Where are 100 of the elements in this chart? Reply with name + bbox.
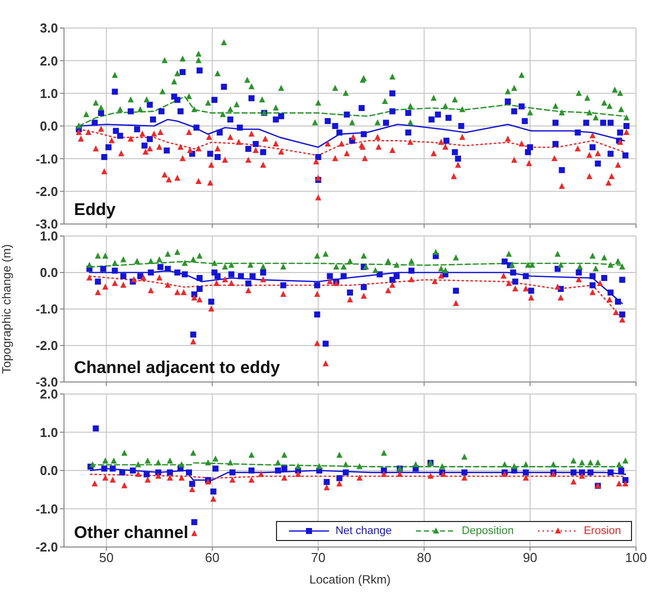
point — [144, 476, 151, 483]
point — [522, 469, 529, 476]
point — [281, 466, 288, 472]
point — [135, 470, 142, 477]
point — [360, 252, 367, 259]
point — [438, 272, 444, 279]
point — [570, 457, 577, 464]
point — [590, 273, 596, 280]
x-tick-label: 90 — [522, 550, 538, 566]
point — [212, 456, 218, 462]
point — [608, 469, 614, 476]
point — [619, 264, 626, 270]
point — [229, 469, 236, 476]
point — [336, 475, 342, 482]
point — [135, 461, 142, 468]
point — [452, 288, 459, 294]
point — [166, 469, 173, 476]
point — [506, 280, 512, 286]
point — [622, 457, 628, 464]
point — [90, 461, 96, 468]
point — [260, 276, 266, 282]
point — [140, 274, 146, 280]
point — [438, 265, 444, 272]
point — [340, 264, 347, 270]
point — [189, 480, 196, 487]
point — [121, 450, 128, 456]
point — [500, 272, 507, 279]
point — [178, 474, 185, 481]
y-tick-label: 0.0 — [40, 265, 58, 280]
point — [412, 461, 419, 468]
point — [196, 252, 203, 259]
point — [191, 294, 198, 301]
point — [86, 262, 92, 268]
point — [280, 264, 286, 270]
point — [322, 250, 329, 257]
point — [558, 262, 564, 268]
point — [148, 287, 154, 294]
point — [461, 469, 468, 476]
point — [260, 264, 266, 270]
point — [326, 278, 333, 284]
point — [248, 476, 254, 483]
y-tick-label: 2.0 — [40, 53, 58, 68]
x-tick-label: 50 — [99, 550, 114, 566]
legend-label: Deposition — [462, 525, 514, 537]
point — [196, 286, 203, 292]
point — [342, 469, 349, 476]
point — [394, 262, 400, 268]
point — [558, 294, 564, 301]
point — [190, 332, 196, 338]
point — [210, 488, 216, 495]
point — [247, 262, 254, 268]
point — [322, 360, 329, 366]
point — [182, 260, 188, 266]
point — [191, 519, 198, 526]
point — [570, 478, 577, 484]
point — [360, 292, 367, 299]
point — [280, 290, 286, 297]
point — [174, 289, 180, 296]
point — [248, 452, 254, 458]
text: Other channel — [74, 523, 188, 543]
point — [550, 461, 556, 468]
y-tick-label: -2.0 — [36, 540, 58, 555]
point — [452, 300, 459, 306]
point — [322, 340, 329, 347]
point — [196, 296, 203, 302]
point — [570, 469, 577, 476]
point — [280, 282, 286, 288]
point — [222, 264, 228, 270]
y-tick-label: 1.0 — [40, 86, 58, 101]
point — [461, 474, 468, 481]
point — [576, 270, 582, 276]
point — [606, 296, 613, 302]
point — [102, 284, 108, 290]
point — [229, 476, 236, 483]
point — [347, 296, 353, 302]
point — [528, 288, 534, 294]
point — [314, 282, 320, 288]
x-tick-label: 80 — [416, 550, 432, 566]
text: Eddy — [74, 200, 116, 220]
y-tick-label: 0.0 — [40, 118, 58, 134]
y-axis-title: Topographic change (m) — [0, 244, 14, 374]
point — [166, 457, 173, 464]
y-tick-label: 0.0 — [40, 463, 58, 478]
point — [340, 273, 347, 280]
x-tick-label: 70 — [310, 550, 326, 566]
point — [380, 450, 387, 456]
point — [442, 267, 448, 274]
point — [102, 252, 108, 259]
point — [101, 466, 108, 472]
point — [134, 258, 140, 264]
legend-label: Erosion — [584, 525, 621, 537]
point — [324, 478, 330, 485]
point — [619, 316, 626, 322]
point — [212, 466, 218, 472]
point — [554, 266, 561, 272]
point — [208, 306, 214, 312]
point — [506, 250, 512, 257]
point — [614, 258, 621, 264]
point — [112, 268, 118, 274]
y-tick-label: -1.0 — [36, 302, 58, 317]
